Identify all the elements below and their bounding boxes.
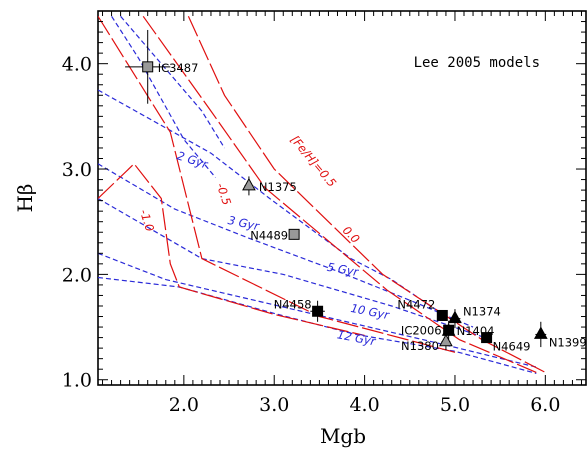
data-point-n1380: N1380 [401, 333, 453, 353]
metallicity-line [98, 162, 365, 337]
age-line [98, 252, 537, 368]
axis-ticks [98, 11, 586, 385]
point-label: N4489 [250, 228, 288, 242]
point-label: N1380 [401, 339, 439, 353]
square-marker [481, 332, 493, 344]
metallicity-line [142, 15, 537, 373]
point-label: IC3487 [158, 61, 199, 75]
x-tick-label: 2.0 [169, 394, 199, 416]
point-label: N1375 [259, 180, 297, 194]
metallicity-line-label: -0.5 [214, 181, 234, 207]
point-label: N4458 [274, 297, 312, 311]
triangle-marker [448, 310, 462, 324]
data-point-n4649: N4649 [481, 332, 531, 354]
data-point-n1399: N1399 [533, 321, 587, 349]
metallicity-line-label: -1.0 [137, 208, 157, 234]
y-tick-label: 2.0 [62, 264, 92, 286]
data-point-n4458: N4458 [274, 297, 325, 322]
point-label: N1399 [549, 335, 587, 349]
square-marker [436, 309, 448, 321]
x-axis-title: Mgb [320, 424, 366, 448]
age-line [98, 89, 447, 317]
data-point-n1374: N1374 [448, 305, 501, 329]
data-point-n4489: N4489 [250, 228, 300, 242]
metallicity-line [98, 15, 456, 353]
tick-labels: 2.0 3.0 4.0 5.0 6.0 1.0 2.0 3.0 4.0 [62, 54, 561, 416]
square-marker [288, 228, 300, 240]
x-tick-label: 5.0 [440, 394, 470, 416]
x-tick-label: 4.0 [349, 394, 379, 416]
age-line-label: 2 Gyr [175, 148, 210, 171]
model-dashed-line [120, 15, 226, 149]
y-tick-label: 3.0 [62, 159, 92, 181]
age-line-label: 10 Gyr [350, 301, 392, 322]
x-tick-label: 6.0 [530, 394, 560, 416]
metallicity-line [187, 16, 546, 373]
age-line-label: 3 Gyr [227, 213, 262, 233]
triangle-marker [439, 333, 453, 347]
square-marker [443, 324, 455, 336]
y-axis-title: Hβ [13, 183, 37, 212]
age-line-label: 5 Gyr [326, 260, 361, 279]
point-label: N1374 [463, 305, 501, 319]
triangle-marker [533, 326, 548, 339]
metallicity-line-label: 0.0 [340, 223, 363, 246]
data-point-n4472: N4472 [397, 297, 448, 321]
data-point-n1375: N1375 [242, 176, 297, 196]
point-label: N4649 [493, 340, 531, 354]
data-point-ic3487: IC3487 [125, 29, 199, 104]
x-tick-label: 3.0 [259, 394, 289, 416]
point-label: N4472 [397, 297, 435, 311]
y-tick-label: 1.0 [62, 370, 92, 392]
age-line [98, 276, 537, 374]
y-tick-label: 4.0 [62, 54, 92, 76]
model-dashed-line [111, 15, 216, 178]
square-marker [142, 61, 154, 73]
legend-label: Lee 2005 models [414, 55, 540, 71]
square-marker [312, 305, 324, 317]
point-label: IC2006 [401, 323, 442, 337]
model-grid [98, 15, 546, 374]
triangle-marker [242, 177, 256, 191]
